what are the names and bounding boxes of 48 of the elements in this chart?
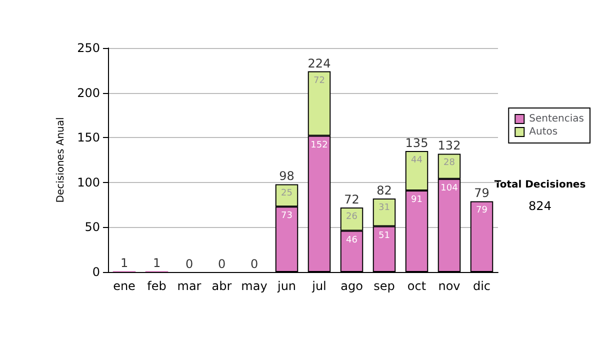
x-tick-label: sep [374,279,395,293]
y-tick-label: 150 [77,130,100,145]
total-label: 1 [120,256,128,270]
data-label: 79 [476,206,488,216]
y-axis-title: Decisiones Anual [56,117,67,203]
text: 824 [528,199,552,213]
x-tick-label: ene [113,279,136,293]
data-label: 26 [346,212,358,222]
x-tick-label: mar [177,279,202,293]
x-tick-label: oct [407,279,426,293]
total-label: 98 [279,169,294,184]
y-tick-label: 50 [84,220,100,234]
data-label: 46 [346,235,358,246]
total-label: 0 [250,257,258,271]
x-tick-label: feb [147,279,166,293]
legend-label: Autos [529,126,558,138]
y-tick-label: 0 [92,265,100,279]
y-tick-label: 250 [77,41,100,55]
x-tick-label: may [241,279,268,293]
total-label: 79 [474,186,490,200]
data-label: 25 [281,188,292,199]
data-label: 72 [314,76,325,86]
annotation: Total Decisiones [494,180,586,190]
data-label: 31 [378,203,390,214]
total-label: 135 [405,136,428,150]
data-label: 73 [281,211,292,222]
total-label: 1 [152,256,161,270]
x-tick-label: nov [438,279,460,293]
x-tick-label: jun [276,279,296,293]
data-label: 28 [444,158,456,168]
x-tick-label: dic [472,279,491,293]
x-tick-label: ago [340,279,363,293]
total-label: 0 [185,257,194,271]
data-label: 91 [411,194,422,205]
data-label: 51 [378,230,390,241]
total-label: 132 [438,138,461,153]
legend-label: Sentencias [529,114,584,124]
total-label: 224 [308,56,331,70]
y-tick-label: 100 [77,175,100,190]
data-label: 152 [310,140,328,150]
x-tick-label: abr [212,279,232,293]
total-label: 0 [218,257,226,271]
total-label: 72 [344,192,360,206]
y-tick-label: 200 [77,86,100,100]
data-label: 44 [411,156,423,166]
x-tick-label: jul [311,279,326,293]
total-label: 82 [376,184,392,198]
data-label: 104 [440,183,458,194]
